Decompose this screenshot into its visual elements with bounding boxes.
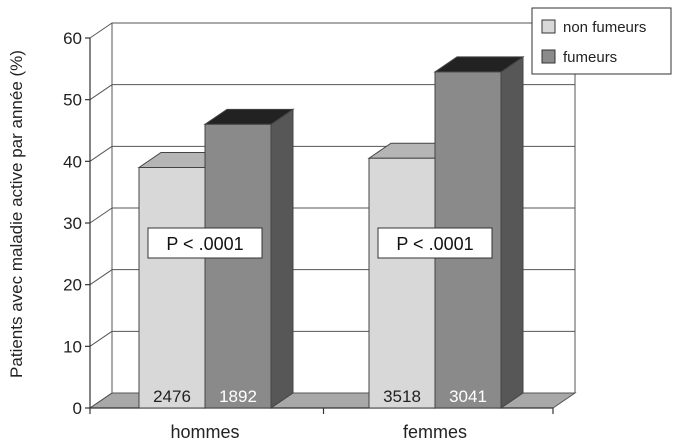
p-value-label: P < .0001 <box>166 234 243 254</box>
y-tick-label: 20 <box>63 276 82 295</box>
y-tick-label: 50 <box>63 91 82 110</box>
p-value-box <box>147 227 263 259</box>
y-tick-label: 0 <box>73 399 82 418</box>
category-label: hommes <box>170 422 239 442</box>
y-tick-label: 60 <box>63 29 82 48</box>
p-value-label: P < .0001 <box>396 234 473 254</box>
bar <box>204 123 272 409</box>
gridline-side <box>89 330 113 347</box>
y-tick-label: 40 <box>63 152 82 171</box>
category-label: femmes <box>403 422 467 442</box>
gridline-side <box>89 207 113 224</box>
legend: non fumeurs fumeurs <box>531 7 672 75</box>
gridline-side <box>89 145 113 162</box>
bars <box>137 55 525 409</box>
y-tick-label: 10 <box>63 337 82 356</box>
p-value-box <box>377 227 493 259</box>
bar-count-label: 3518 <box>383 387 421 406</box>
bar-count-label: 1892 <box>219 387 257 406</box>
y-tick-label: 30 <box>63 214 82 233</box>
bar-count-label: 3041 <box>449 387 487 406</box>
bar-side <box>500 55 524 409</box>
bar <box>368 157 436 409</box>
legend-swatch <box>541 49 556 64</box>
bar <box>138 167 206 409</box>
bar-count-label: 2476 <box>153 387 191 406</box>
bar-side <box>270 108 294 409</box>
gridline-side <box>89 22 113 39</box>
labels: 2476 1892 hommes P < .0001 3518 3041 femmes P <… <box>147 227 493 442</box>
gridline-side <box>89 84 113 101</box>
y-axis-label: Patients avec maladie active par année (… <box>7 50 26 378</box>
legend-swatch <box>541 19 556 34</box>
legend-entry: fumeurs <box>563 49 617 66</box>
gridline-side <box>89 269 113 286</box>
legend-entry: non fumeurs <box>563 19 646 36</box>
